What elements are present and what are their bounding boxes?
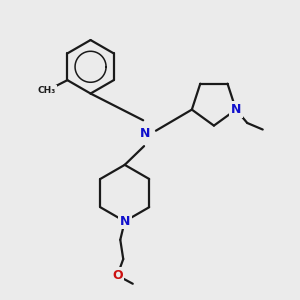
Text: N: N <box>119 215 130 228</box>
Text: N: N <box>140 127 151 140</box>
Text: O: O <box>112 269 123 282</box>
Text: CH₃: CH₃ <box>38 86 56 95</box>
Text: N: N <box>231 103 241 116</box>
